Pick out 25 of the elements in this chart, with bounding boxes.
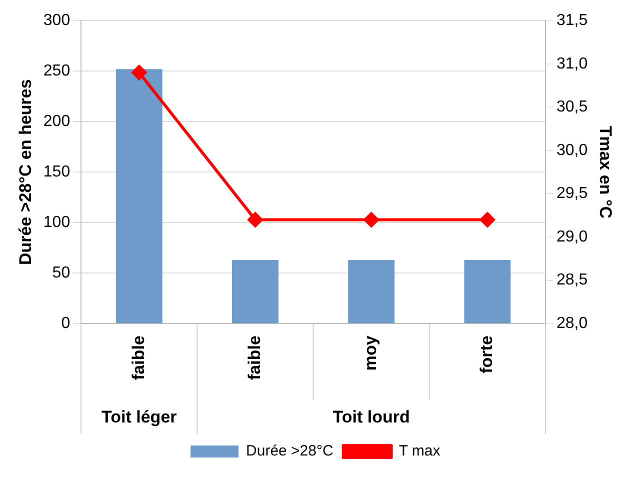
y-axis-title: Durée >28°C en heures [16,79,35,266]
x-tick-label: moy [361,335,380,371]
y-tick-label: 300 [43,12,70,30]
x-tick-label: forte [477,336,496,374]
y2-tick-label: 28,0 [556,315,588,332]
legend-label: T max [398,442,441,460]
y-tick-label: 150 [43,164,70,181]
y2-tick-label: 31,0 [556,55,588,72]
y2-tick-label: 29,5 [556,185,588,202]
y2-axis-title: Tmax en °C [596,126,616,218]
y2-tick-label: 30,0 [556,142,588,159]
y2-tick-label: 29,0 [556,228,588,246]
y-tick-label: 100 [43,214,70,232]
y2-tick-label: 28,5 [556,272,588,289]
x-tick-label: faible [128,336,148,380]
text: Toit léger [102,408,178,427]
y2-tick-label: 31,5 [556,12,588,30]
legend-label: Durée >28°C [246,442,334,460]
y-tick-label: 0 [61,315,70,332]
x-tick-label: faible [244,336,264,380]
y-tick-label: 50 [52,264,70,282]
y2-tick-label: 30,5 [556,98,588,116]
text: Toit lourd [332,408,410,427]
y-tick-label: 250 [43,62,70,80]
y-tick-label: 200 [43,113,70,130]
